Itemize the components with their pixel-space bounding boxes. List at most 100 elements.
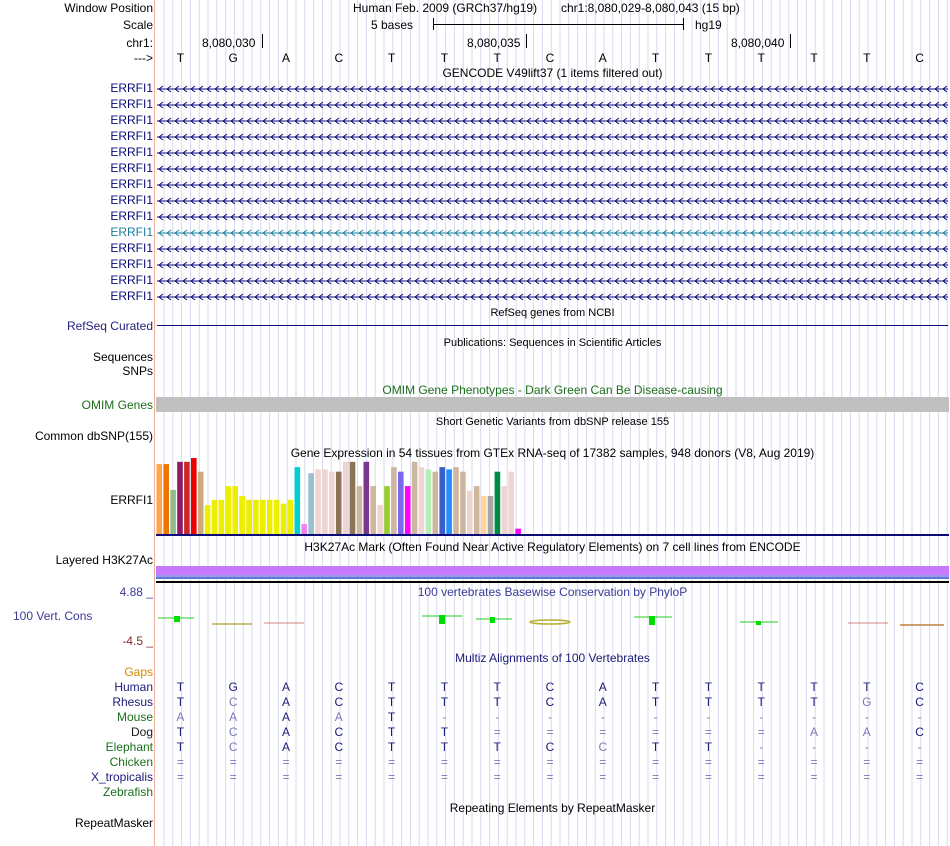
- gencode-transcript[interactable]: [157, 261, 948, 269]
- gtex-tissue-bar[interactable]: [349, 461, 356, 534]
- gencode-transcript[interactable]: [157, 165, 948, 173]
- gencode-transcript[interactable]: [157, 293, 948, 301]
- gtex-tissue-bar[interactable]: [501, 486, 508, 534]
- gtex-tissue-bar[interactable]: [467, 490, 473, 534]
- gtex-tissue-bar[interactable]: [280, 503, 287, 534]
- gtex-tissue-bar[interactable]: [294, 467, 301, 534]
- gtex-tissue-bar[interactable]: [391, 467, 397, 534]
- multiz-species-label[interactable]: Chicken: [109, 755, 153, 769]
- gtex-tissue-bar[interactable]: [184, 461, 190, 534]
- gtex-tissue-bar[interactable]: [480, 496, 487, 534]
- gencode-gene-label[interactable]: ERRFI1: [110, 273, 153, 287]
- gencode-gene-label[interactable]: ERRFI1: [110, 289, 153, 303]
- gencode-gene-label[interactable]: ERRFI1: [110, 97, 153, 111]
- gtex-tissue-bar[interactable]: [356, 486, 363, 534]
- gtex-tissue-bar[interactable]: [425, 469, 432, 534]
- gtex-tissue-bar[interactable]: [266, 499, 273, 534]
- gtex-tissue-bar[interactable]: [460, 471, 466, 534]
- multiz-species-label[interactable]: Zebrafish: [102, 785, 153, 799]
- omim-bar[interactable]: [156, 397, 949, 412]
- gencode-transcript[interactable]: [157, 149, 948, 157]
- gtex-tissue-bar[interactable]: [197, 471, 204, 534]
- gtex-tissue-bar[interactable]: [494, 471, 501, 534]
- gencode-gene-label[interactable]: ERRFI1: [110, 193, 153, 207]
- gtex-tissue-bar[interactable]: [404, 486, 411, 534]
- gtex-tissue-bar[interactable]: [322, 469, 328, 534]
- gencode-gene-label[interactable]: ERRFI1: [110, 209, 153, 223]
- gtex-tissue-bar[interactable]: [273, 499, 280, 534]
- h3k27ac-label[interactable]: Layered H3K27Ac: [55, 553, 153, 567]
- gtex-tissue-bar[interactable]: [218, 499, 225, 534]
- gencode-transcript[interactable]: [157, 197, 948, 205]
- phylop-label[interactable]: 100 Vert. Cons: [13, 609, 93, 623]
- gtex-tissue-bar[interactable]: [204, 505, 211, 534]
- gencode-transcript[interactable]: [157, 245, 948, 253]
- gencode-gene-label[interactable]: ERRFI1: [110, 129, 153, 143]
- gtex-tissue-bar[interactable]: [170, 489, 176, 534]
- gtex-tissue-bar[interactable]: [335, 471, 342, 534]
- gencode-transcript[interactable]: [157, 213, 948, 221]
- gtex-tissue-bar[interactable]: [156, 464, 163, 534]
- multiz-species-label[interactable]: Dog: [130, 725, 153, 739]
- gtex-tissue-bar[interactable]: [508, 471, 514, 534]
- gtex-tissue-bar[interactable]: [177, 461, 183, 534]
- gtex-tissue-bar[interactable]: [301, 524, 307, 534]
- gencode-transcript[interactable]: [157, 101, 948, 109]
- gencode-gene-label[interactable]: ERRFI1: [110, 161, 153, 175]
- repeatmasker-label[interactable]: RepeatMasker: [74, 816, 153, 830]
- gtex-tissue-bar[interactable]: [225, 486, 232, 534]
- gtex-tissue-bar[interactable]: [411, 461, 418, 534]
- gtex-tissue-bar[interactable]: [232, 486, 238, 534]
- gtex-tissue-bar[interactable]: [432, 471, 439, 534]
- multiz-species-label[interactable]: X_tropicalis: [90, 770, 153, 784]
- gtex-tissue-bar[interactable]: [253, 499, 259, 534]
- snps-label[interactable]: SNPs: [122, 364, 153, 378]
- gencode-gene-label[interactable]: ERRFI1: [110, 145, 153, 159]
- gencode-transcript[interactable]: [157, 117, 948, 125]
- gtex-tissue-bar[interactable]: [439, 467, 445, 534]
- gencode-transcript[interactable]: [157, 133, 948, 141]
- gtex-tissue-bar[interactable]: [239, 496, 245, 534]
- gtex-tissue-bar[interactable]: [191, 458, 197, 534]
- gaps-label[interactable]: Gaps: [124, 665, 153, 679]
- gtex-tissue-bar[interactable]: [211, 499, 218, 534]
- dbsnp-label[interactable]: Common dbSNP(155): [34, 429, 153, 443]
- gencode-gene-label[interactable]: ERRFI1: [110, 257, 153, 271]
- gtex-tissue-bar[interactable]: [487, 496, 494, 534]
- gtex-tissue-bar[interactable]: [398, 471, 404, 534]
- gtex-tissue-bar[interactable]: [329, 471, 335, 534]
- omim-label[interactable]: OMIM Genes: [81, 398, 153, 412]
- gtex-bar-chart[interactable]: [156, 458, 536, 536]
- gtex-tissue-bar[interactable]: [370, 486, 376, 534]
- gencode-gene-label[interactable]: ERRFI1: [110, 113, 153, 127]
- gencode-gene-label[interactable]: ERRFI1: [110, 81, 153, 95]
- gtex-tissue-bar[interactable]: [453, 467, 459, 534]
- gtex-tissue-bar[interactable]: [287, 499, 294, 534]
- multiz-species-label[interactable]: Mouse: [116, 710, 153, 724]
- gencode-transcript[interactable]: [157, 277, 948, 285]
- multiz-species-label[interactable]: Elephant: [105, 740, 153, 754]
- gencode-gene-label[interactable]: ERRFI1: [110, 177, 153, 191]
- gencode-gene-label[interactable]: ERRFI1: [110, 225, 153, 239]
- gtex-tissue-bar[interactable]: [246, 499, 252, 534]
- gencode-gene-label[interactable]: ERRFI1: [110, 241, 153, 255]
- multiz-species-label[interactable]: Human: [114, 680, 153, 694]
- gtex-tissue-bar[interactable]: [418, 467, 425, 534]
- gencode-transcript[interactable]: [157, 229, 948, 237]
- multiz-species-label[interactable]: Rhesus: [112, 695, 153, 709]
- gtex-tissue-bar[interactable]: [384, 486, 390, 534]
- gtex-tissue-bar[interactable]: [515, 528, 521, 534]
- refseq-line[interactable]: [157, 325, 948, 326]
- gtex-tissue-bar[interactable]: [473, 486, 480, 534]
- gtex-tissue-bar[interactable]: [342, 461, 349, 534]
- phylop-signal[interactable]: [156, 610, 950, 632]
- gtex-tissue-bar[interactable]: [363, 461, 370, 534]
- gtex-tissue-bar[interactable]: [308, 473, 314, 534]
- gtex-tissue-bar[interactable]: [446, 469, 452, 534]
- gtex-tissue-bar[interactable]: [260, 499, 266, 534]
- h3k27ac-bar[interactable]: [156, 566, 949, 580]
- gtex-tissue-bar[interactable]: [163, 464, 169, 534]
- gencode-transcript[interactable]: [157, 181, 948, 189]
- gtex-tissue-bar[interactable]: [377, 505, 383, 534]
